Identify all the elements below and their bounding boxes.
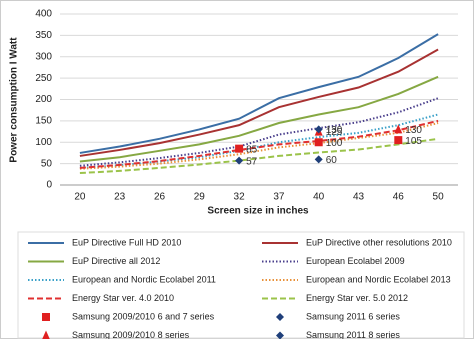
legend-label: EuP Directive all 2012 <box>72 256 160 266</box>
x-tick-label: 46 <box>393 192 405 203</box>
data-label: 57 <box>246 156 258 167</box>
data-point <box>314 138 323 147</box>
legend-label: Samsung 2011 6 series <box>306 311 400 321</box>
series-line <box>79 122 439 170</box>
data-label: 130 <box>326 125 343 136</box>
legend-label: Energy Star ver. 4.0 2010 <box>72 293 174 303</box>
y-tick-label: 350 <box>35 30 52 41</box>
data-label: 85 <box>246 144 258 155</box>
data-label: 105 <box>405 136 422 147</box>
data-label: 125 <box>326 127 343 138</box>
legend-label: EuP Directive Full HD 2010 <box>72 237 181 247</box>
series-line <box>79 97 439 167</box>
x-tick-label: 43 <box>353 192 365 203</box>
x-tick-label: 23 <box>114 192 126 203</box>
y-axis-title: Power consumption I Watt <box>9 37 20 163</box>
x-tick-label: 40 <box>313 192 325 203</box>
legend-marker <box>276 313 284 321</box>
y-tick-label: 0 <box>46 180 52 191</box>
x-tick-label: 32 <box>234 192 246 203</box>
y-tick-label: 400 <box>35 9 52 20</box>
y-tick-label: 50 <box>41 158 53 169</box>
series-line <box>79 137 439 175</box>
series-line <box>79 33 439 154</box>
legend-label: Samsung 2011 8 series <box>306 330 400 339</box>
x-axis-title: Screen size in inches <box>207 206 309 217</box>
series-line <box>79 75 439 163</box>
data-point <box>314 125 323 134</box>
y-tick-label: 250 <box>35 73 52 84</box>
data-point <box>394 124 403 134</box>
legend-marker <box>42 330 50 339</box>
legend-frame <box>17 231 465 339</box>
y-tick-label: 200 <box>35 94 52 105</box>
legend-marker <box>276 331 284 339</box>
y-tick-label: 150 <box>35 116 52 127</box>
legend-label: European and Nordic Ecolabel 2011 <box>72 274 216 284</box>
x-tick-label: 29 <box>194 192 206 203</box>
x-tick-label: 20 <box>74 192 86 203</box>
legend-marker <box>42 313 50 321</box>
x-tick-label: 37 <box>273 192 285 203</box>
legend-label: Energy Star ver. 5.0 2012 <box>306 293 408 303</box>
data-label: 100 <box>326 138 343 149</box>
legend-label: Samsung 2009/2010 6 and 7 series <box>72 311 215 321</box>
y-tick-label: 300 <box>35 51 52 62</box>
data-point <box>394 136 403 145</box>
legend-label: European and Nordic Ecolabel 2013 <box>306 274 451 284</box>
legend-label: European Ecolabel 2009 <box>306 256 405 266</box>
data-point <box>235 144 244 153</box>
data-label: 60 <box>326 155 338 166</box>
legend-label: Samsung 2009/2010 8 series <box>72 330 190 339</box>
x-tick-label: 26 <box>154 192 166 203</box>
data-point <box>235 156 244 165</box>
data-label: 130 <box>405 125 422 136</box>
data-point <box>314 155 323 164</box>
legend-label: EuP Directive other resolutions 2010 <box>306 237 452 247</box>
y-tick-label: 100 <box>35 137 52 148</box>
x-tick-label: 50 <box>433 192 445 203</box>
series-line <box>79 48 439 157</box>
series-line <box>79 119 439 169</box>
